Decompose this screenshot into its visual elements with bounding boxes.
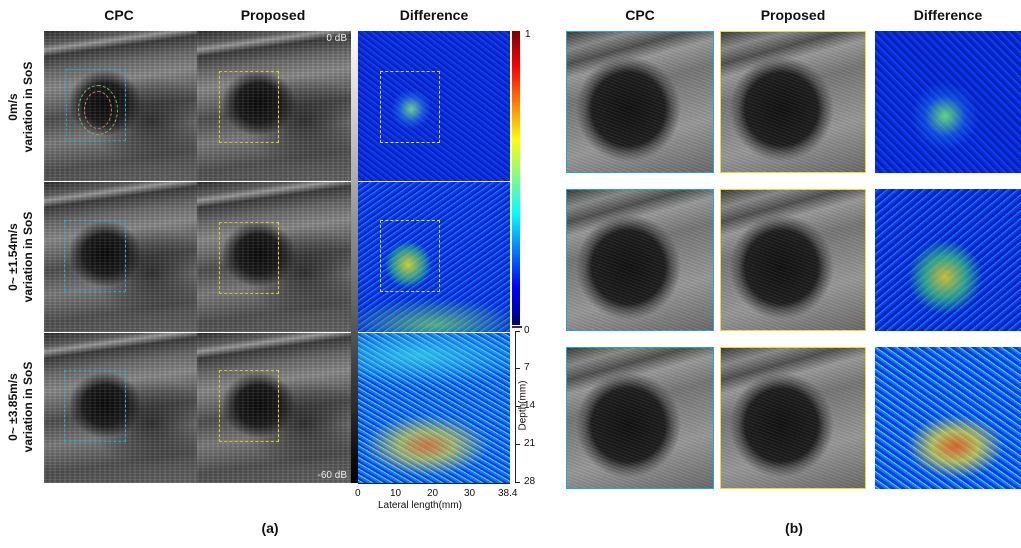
db-grayscale-bar: [351, 31, 358, 483]
difference-roi-box: [380, 71, 440, 143]
depth-tick: [515, 444, 520, 445]
lateral-tick-label: 30: [464, 488, 476, 499]
db-top-label: 0 dB: [326, 33, 347, 44]
difference-image-row1: [358, 31, 510, 181]
proposed-roi-box: [219, 71, 279, 143]
cpc-zoom-row2: [566, 189, 714, 331]
lateral-axis-line: [358, 483, 510, 484]
colorbar-max-label: 1: [525, 29, 531, 40]
header-difference-a: Difference: [399, 7, 469, 23]
header-difference-b: Difference: [913, 7, 983, 23]
proposed-zoom-row1: [720, 31, 866, 173]
cpc-image-row3: [44, 333, 197, 483]
difference-image-row2: [358, 182, 510, 332]
cpc-roi-box: [64, 220, 126, 292]
difference-image-row3: [358, 333, 510, 483]
difference-zoom-row1: [875, 31, 1021, 173]
proposed-roi-box: [219, 222, 279, 294]
proposed-image-row2: [197, 182, 351, 332]
proposed-roi-box: [219, 370, 279, 442]
depth-tick-label: 14: [524, 400, 536, 411]
header-proposed-b: Proposed: [760, 7, 826, 23]
difference-roi-box: [380, 220, 440, 292]
depth-tick-label: 28: [524, 476, 536, 487]
caption-a: (a): [261, 520, 279, 536]
header-cpc-a: CPC: [104, 7, 134, 23]
cpc-zoom-row1: [566, 31, 714, 173]
difference-zoom-row2: [875, 189, 1021, 331]
depth-tick: [515, 482, 520, 483]
caption-b: (b): [785, 520, 803, 536]
depth-tick: [515, 368, 520, 369]
lateral-axis-label: Lateral length(mm): [378, 500, 462, 511]
header-cpc-b: CPC: [625, 7, 655, 23]
cpc-image-row2: [44, 182, 197, 332]
depth-tick-label: 21: [524, 438, 536, 449]
colorbar-divider: [512, 326, 522, 328]
header-proposed-a: Proposed: [240, 7, 306, 23]
lesion-outer-contour: [78, 85, 118, 135]
proposed-zoom-row2: [720, 189, 866, 331]
cpc-roi-box: [66, 69, 126, 141]
lateral-tick-label: 10: [390, 488, 402, 499]
row-label-2: 0~ ±1.54m/s variation in SoS: [6, 211, 35, 303]
depth-tick-label: 0: [524, 325, 530, 336]
depth-axis-line: [515, 331, 516, 483]
cpc-roi-box: [64, 370, 126, 442]
row-label-3: 0~ ±3.85m/s variation in SoS: [6, 361, 35, 453]
proposed-image-row1: 0 dB: [197, 31, 351, 181]
colorbar-min-label: 0: [512, 315, 518, 326]
depth-tick: [515, 406, 520, 407]
lateral-tick-label: 20: [427, 488, 439, 499]
row-label-1: 0m/s variation in SoS: [6, 61, 35, 153]
lateral-tick-label: 38.4: [498, 488, 518, 499]
proposed-zoom-row3: [720, 347, 866, 489]
depth-tick: [515, 331, 520, 332]
difference-zoom-row3: [875, 347, 1021, 489]
lesion-contour: [84, 91, 112, 129]
cpc-zoom-row3: [566, 347, 714, 489]
cpc-image-row1: [44, 31, 197, 181]
jet-colorbar: [512, 31, 520, 325]
depth-tick-label: 7: [524, 362, 530, 373]
db-bottom-label: -60 dB: [317, 470, 347, 481]
lateral-tick-label: 0: [355, 488, 361, 499]
proposed-image-row3: -60 dB: [197, 333, 351, 483]
depth-axis-label: Depth(mm): [517, 380, 529, 431]
